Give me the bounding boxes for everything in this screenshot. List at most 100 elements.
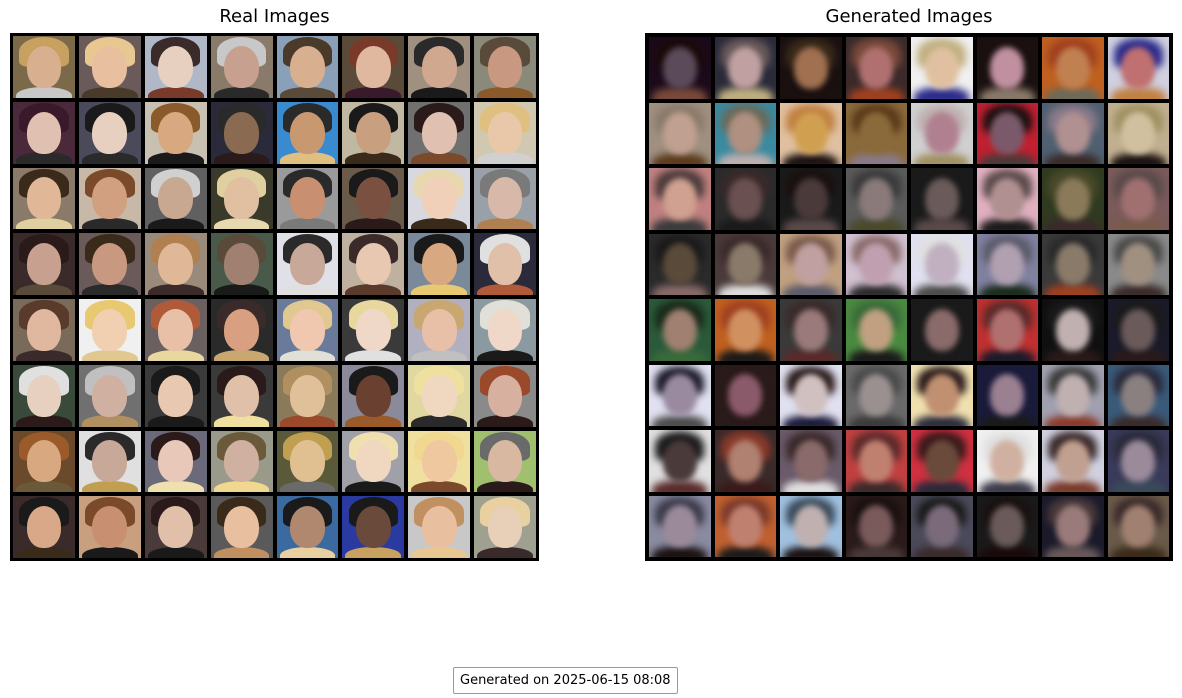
generated-image-tile (1042, 37, 1104, 99)
real-image-tile (276, 233, 339, 295)
generated-image-tile (976, 430, 1038, 492)
real-image-tile (210, 101, 273, 164)
real-image-tile (474, 496, 536, 558)
generated-image-tile (1042, 168, 1104, 230)
real-image-tile (13, 233, 75, 295)
generated-image-tile (1042, 495, 1104, 557)
real-image-tile (78, 496, 141, 558)
generated-image-tile (1107, 364, 1169, 426)
real-image-tile (276, 430, 339, 493)
real-image-tile (13, 496, 75, 558)
real-image-tile (210, 430, 273, 493)
real-image-tile (13, 36, 75, 98)
real-image-tile (474, 430, 536, 493)
real-image-tile (474, 36, 536, 98)
generated-image-tile (714, 299, 776, 361)
generated-image-tile (649, 233, 711, 295)
real-image-tile (276, 496, 339, 558)
generated-image-tile (780, 37, 842, 99)
real-image-tile (144, 430, 207, 493)
generated-images-title: Generated Images (825, 6, 993, 27)
generated-image-tile (1107, 233, 1169, 295)
generated-image-tile (1042, 364, 1104, 426)
generated-images-tiles (649, 37, 1169, 557)
generated-image-tile (1107, 102, 1169, 164)
generated-image-tile (911, 495, 973, 557)
real-image-tile (78, 101, 141, 164)
real-image-tile (210, 364, 273, 427)
generated-image-tile (976, 495, 1038, 557)
real-image-tile (342, 364, 405, 427)
real-image-tile (210, 36, 273, 98)
generated-image-tile (976, 102, 1038, 164)
generated-image-tile (1042, 299, 1104, 361)
generated-image-tile (1107, 495, 1169, 557)
generated-image-tile (911, 102, 973, 164)
real-image-tile (78, 299, 141, 361)
generated-image-tile (780, 102, 842, 164)
real-image-tile (342, 233, 405, 295)
real-image-tile (474, 364, 536, 427)
generated-image-tile (714, 102, 776, 164)
real-image-tile (408, 364, 471, 427)
generated-image-tile (1042, 430, 1104, 492)
generated-image-tile (976, 37, 1038, 99)
generated-image-tile (780, 233, 842, 295)
generated-image-tile (911, 168, 973, 230)
real-image-tile (13, 101, 75, 164)
real-image-tile (342, 101, 405, 164)
real-images-title: Real Images (219, 6, 330, 27)
real-image-tile (474, 167, 536, 230)
generated-image-tile (780, 364, 842, 426)
generated-image-tile (780, 299, 842, 361)
real-image-tile (144, 167, 207, 230)
real-image-tile (210, 167, 273, 230)
real-image-tile (342, 167, 405, 230)
generated-timestamp: Generated on 2025-06-15 08:08 (453, 667, 678, 694)
generated-image-tile (649, 102, 711, 164)
generated-image-tile (845, 37, 907, 99)
generated-image-tile (714, 495, 776, 557)
real-image-tile (408, 496, 471, 558)
generated-image-tile (845, 102, 907, 164)
generated-image-tile (780, 430, 842, 492)
generated-image-tile (714, 430, 776, 492)
real-image-tile (144, 496, 207, 558)
generated-image-tile (1107, 430, 1169, 492)
real-image-tile (144, 101, 207, 164)
real-image-tile (276, 167, 339, 230)
real-image-tile (276, 299, 339, 361)
real-image-tile (210, 299, 273, 361)
real-image-tile (13, 430, 75, 493)
real-image-tile (342, 430, 405, 493)
generated-image-tile (649, 430, 711, 492)
real-image-tile (144, 364, 207, 427)
generated-image-tile (649, 299, 711, 361)
real-image-tile (78, 364, 141, 427)
generated-image-tile (976, 168, 1038, 230)
real-images-grid (10, 33, 539, 561)
generated-image-tile (976, 299, 1038, 361)
real-image-tile (474, 101, 536, 164)
generated-image-tile (714, 364, 776, 426)
real-image-tile (474, 233, 536, 295)
real-image-tile (408, 233, 471, 295)
generated-image-tile (649, 168, 711, 230)
generated-image-tile (649, 364, 711, 426)
generated-image-tile (649, 495, 711, 557)
real-image-tile (342, 496, 405, 558)
real-image-tile (276, 101, 339, 164)
real-image-tile (13, 364, 75, 427)
real-image-tile (144, 233, 207, 295)
real-image-tile (144, 36, 207, 98)
real-image-tile (13, 167, 75, 230)
generated-image-tile (714, 168, 776, 230)
real-image-tile (78, 167, 141, 230)
generated-image-tile (1107, 168, 1169, 230)
generated-image-tile (1042, 233, 1104, 295)
generated-image-tile (780, 168, 842, 230)
generated-images-grid (645, 33, 1173, 561)
generated-image-tile (845, 430, 907, 492)
generated-image-tile (845, 299, 907, 361)
generated-image-tile (845, 364, 907, 426)
